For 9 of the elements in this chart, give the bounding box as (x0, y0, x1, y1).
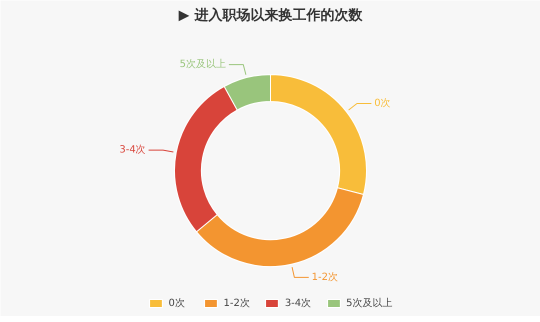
slice-label: 3-4次 (119, 144, 146, 156)
legend-label: 1-2次 (223, 297, 250, 310)
legend-label: 3-4次 (284, 297, 312, 310)
legend-label: 0次 (168, 297, 186, 310)
chart-title: ▶ 进入职场以来换工作的次数 (178, 8, 364, 24)
slice-label: 5次及以上 (180, 58, 226, 70)
slice-label: 0次 (374, 98, 391, 110)
legend-label: 5次及以上 (346, 296, 393, 310)
slice-label: 1-2次 (312, 272, 338, 283)
